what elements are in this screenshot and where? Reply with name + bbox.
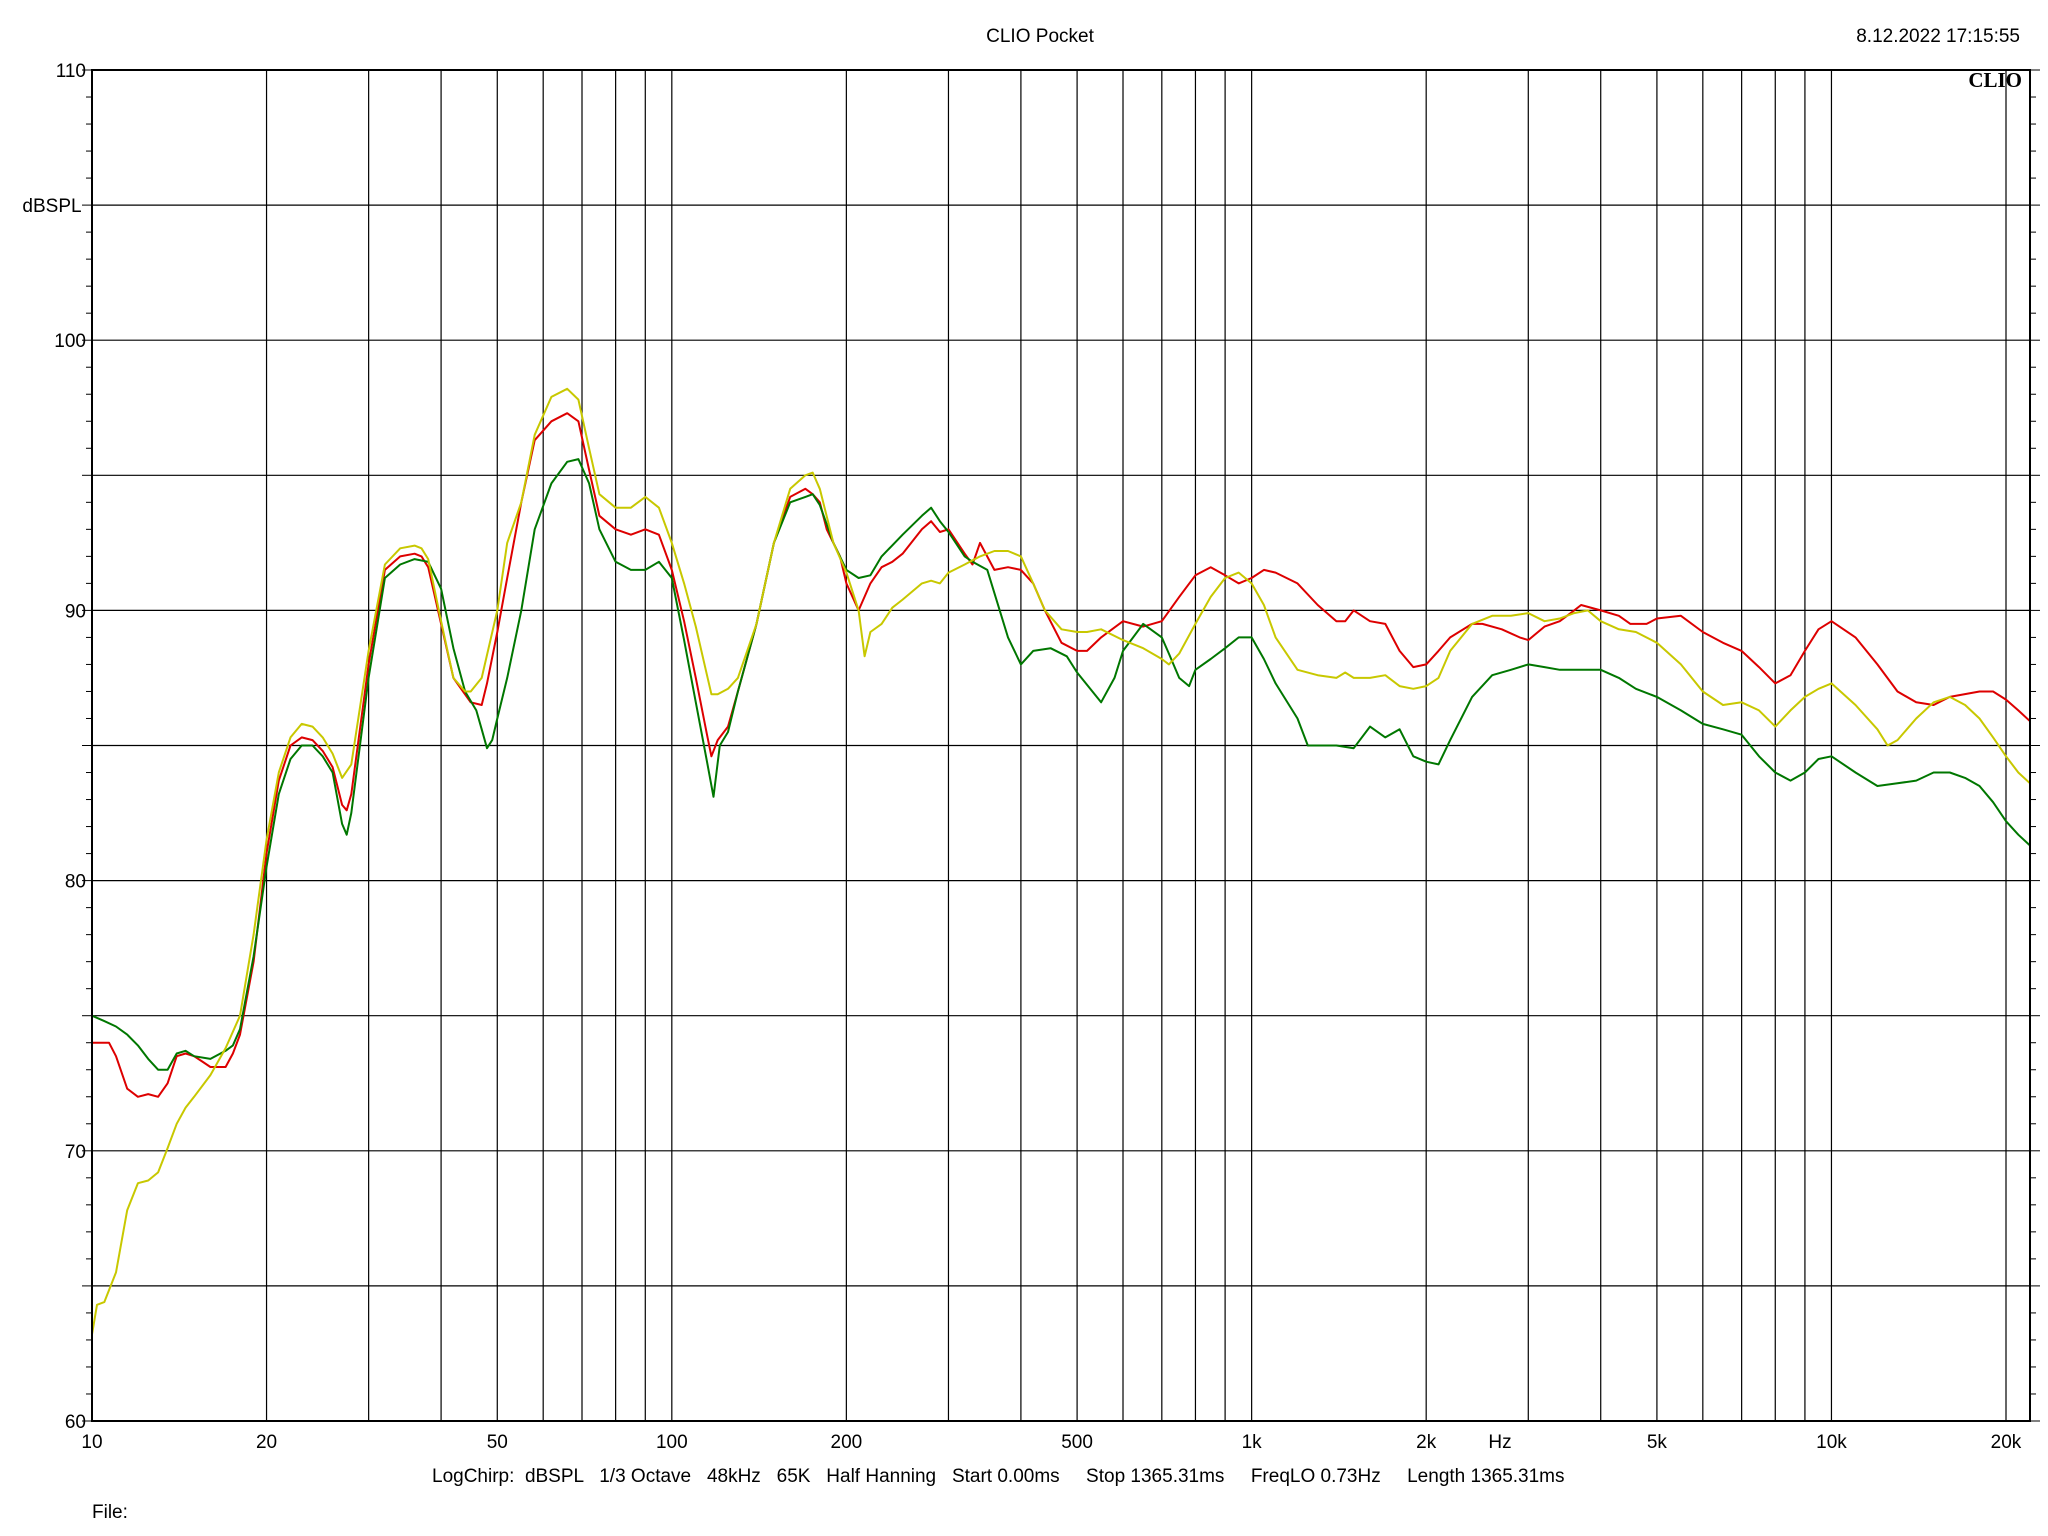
- x-tick-label: 20k: [1991, 1432, 2022, 1453]
- x-axis-ticks: 10 20 50 100 200 500 1k 2k 5k 10k 20k: [81, 1432, 2021, 1453]
- y-axis-ticks: 60 70 80 90 100 110: [54, 61, 86, 1433]
- x-tick-label: 500: [1061, 1432, 1093, 1453]
- y-axis-label: dBSPL: [22, 196, 81, 217]
- series-line-1: [92, 412, 2031, 1098]
- y-tick-label: 60: [65, 1412, 86, 1433]
- y-tick-label: 80: [65, 872, 86, 893]
- x-tick-label: 50: [487, 1432, 508, 1453]
- x-tick-label: 5k: [1647, 1432, 1668, 1453]
- y-tick-label: 110: [56, 61, 86, 82]
- x-tick-label: 1k: [1242, 1432, 1263, 1453]
- x-tick-label: 2k: [1416, 1432, 1437, 1453]
- x-axis-label: Hz: [1488, 1432, 1511, 1453]
- x-tick-label: 10: [81, 1432, 102, 1453]
- x-tick-label: 10k: [1816, 1432, 1847, 1453]
- series-line-2: [91, 458, 2031, 1071]
- y-tick-label: 100: [54, 331, 86, 352]
- measurement-settings: LogChirp: dBSPL 1/3 Octave 48kHz 65K Hal…: [432, 1466, 1565, 1487]
- x-tick-label: 20: [256, 1432, 277, 1453]
- x-tick-label: 100: [656, 1432, 688, 1453]
- plot-border: [91, 69, 2031, 1422]
- grid: [82, 69, 2040, 1422]
- y-tick-label: 90: [65, 601, 86, 622]
- series-line-3: [91, 387, 2031, 1335]
- series-lines: [91, 387, 2031, 1335]
- y-tick-label: 70: [65, 1142, 86, 1163]
- timestamp: 8.12.2022 17:15:55: [1856, 26, 2020, 47]
- chart-title: CLIO Pocket: [986, 26, 1094, 47]
- clio-logo: CLIO: [1968, 68, 2022, 92]
- file-label: File:: [92, 1502, 128, 1523]
- x-tick-label: 200: [831, 1432, 863, 1453]
